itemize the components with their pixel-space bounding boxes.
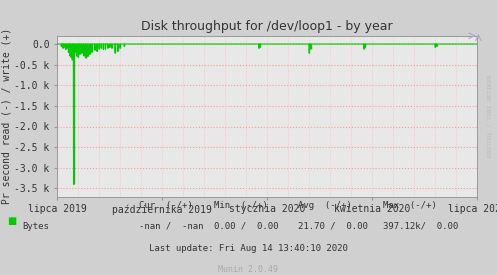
- Text: RRDTOOL / TOBI OETIKER: RRDTOOL / TOBI OETIKER: [487, 74, 492, 157]
- Text: Max  (-/+): Max (-/+): [383, 201, 436, 210]
- Y-axis label: Pr second read (-) / write (+): Pr second read (-) / write (+): [1, 28, 11, 204]
- Text: 0.00 /  0.00: 0.00 / 0.00: [214, 222, 278, 231]
- Text: -nan /  -nan: -nan / -nan: [139, 222, 204, 231]
- Title: Disk throughput for /dev/loop1 - by year: Disk throughput for /dev/loop1 - by year: [141, 20, 393, 33]
- Text: Munin 2.0.49: Munin 2.0.49: [219, 265, 278, 274]
- Text: 397.12k/  0.00: 397.12k/ 0.00: [383, 222, 458, 231]
- Text: ■: ■: [7, 216, 17, 225]
- Text: Cur  (-/+): Cur (-/+): [139, 201, 193, 210]
- Text: Avg  (-/+): Avg (-/+): [298, 201, 352, 210]
- Text: Last update: Fri Aug 14 13:40:10 2020: Last update: Fri Aug 14 13:40:10 2020: [149, 244, 348, 253]
- Text: Bytes: Bytes: [22, 222, 49, 231]
- Text: Min  (-/+): Min (-/+): [214, 201, 267, 210]
- Text: 21.70 /  0.00: 21.70 / 0.00: [298, 222, 368, 231]
